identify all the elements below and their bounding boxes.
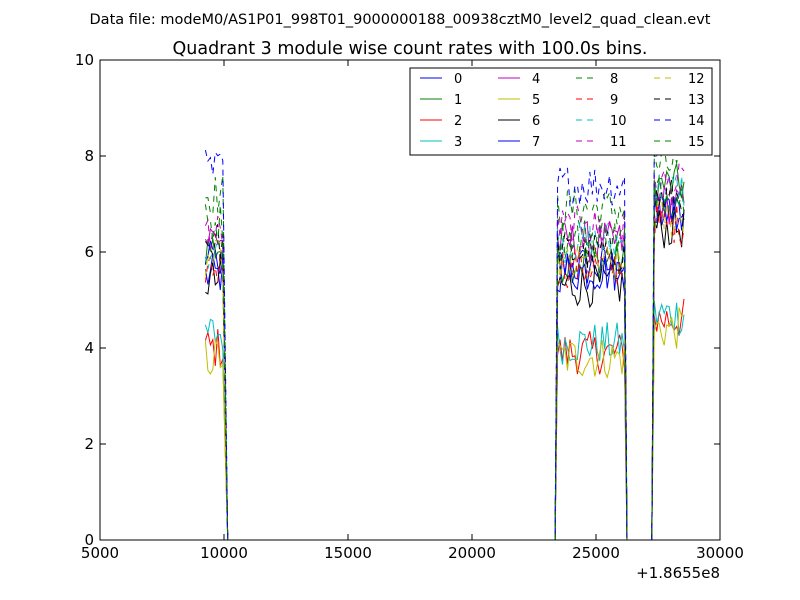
legend-label-module-10: 10 xyxy=(610,114,627,129)
x-tick-label: 20000 xyxy=(448,544,496,562)
series-line-module-12 xyxy=(204,199,685,541)
series-line-module-7 xyxy=(204,193,685,541)
y-tick-label: 2 xyxy=(84,435,94,453)
legend-label-module-12: 12 xyxy=(688,72,705,87)
legend-label-module-8: 8 xyxy=(610,72,618,87)
x-offset-label: +1.8655e8 xyxy=(636,564,720,582)
x-tick-label: 30000 xyxy=(696,544,744,562)
series-line-module-14 xyxy=(204,124,685,541)
y-tick-label: 6 xyxy=(84,243,94,261)
chart-title: Quadrant 3 module wise count rates with … xyxy=(173,39,648,59)
series-line-module-2 xyxy=(204,298,685,541)
series-line-module-11 xyxy=(204,162,685,541)
series-line-module-4 xyxy=(204,184,685,541)
legend-label-module-7: 7 xyxy=(532,135,540,150)
figure-suptitle: Data file: modeM0/AS1P01_998T01_90000001… xyxy=(90,12,711,28)
series-line-module-0 xyxy=(204,193,685,541)
legend-label-module-4: 4 xyxy=(532,72,540,87)
axes-frame xyxy=(99,59,721,541)
series-layer xyxy=(204,124,685,541)
x-tick-label: 10000 xyxy=(200,544,248,562)
y-tick-label: 8 xyxy=(84,147,94,165)
legend-label-module-2: 2 xyxy=(454,114,462,129)
y-tick-label: 4 xyxy=(84,339,94,357)
series-line-module-3 xyxy=(204,300,685,541)
legend-label-module-0: 0 xyxy=(454,72,462,87)
x-tick-label: 25000 xyxy=(572,544,620,562)
legend-label-module-5: 5 xyxy=(532,93,540,108)
series-line-module-13 xyxy=(204,179,685,541)
series-line-module-8 xyxy=(205,143,684,541)
legend-label-module-14: 14 xyxy=(688,114,705,129)
legend-label-module-1: 1 xyxy=(454,93,462,108)
legend-label-module-15: 15 xyxy=(688,135,705,150)
legend-label-module-6: 6 xyxy=(532,114,540,129)
y-tick-label: 0 xyxy=(84,531,94,549)
legend-label-module-9: 9 xyxy=(610,93,618,108)
legend-label-module-11: 11 xyxy=(610,135,627,150)
legend-label-module-13: 13 xyxy=(688,93,705,108)
series-line-module-5 xyxy=(204,307,685,541)
x-tick-label: 5000 xyxy=(81,544,119,562)
legend-frame xyxy=(409,67,713,156)
y-tick-label: 10 xyxy=(75,51,94,69)
x-tick-label: 15000 xyxy=(324,544,372,562)
legend-label-module-3: 3 xyxy=(454,135,462,150)
